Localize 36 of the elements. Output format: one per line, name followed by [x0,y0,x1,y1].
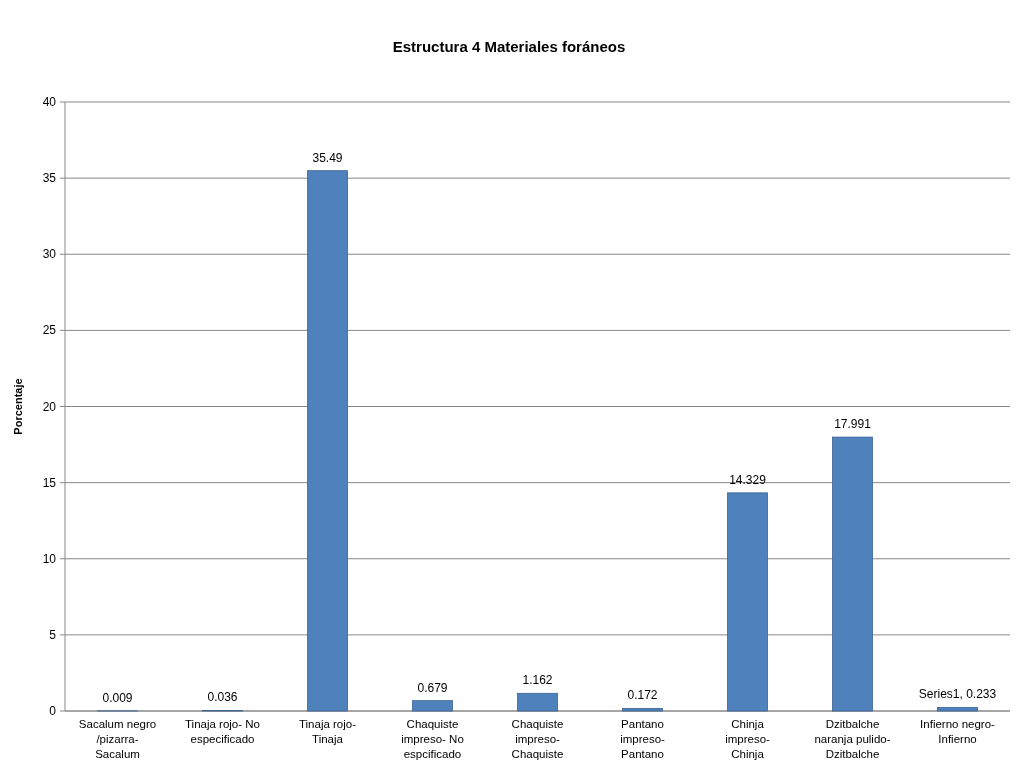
x-tick-label: Chinja impreso- Chinja [725,718,771,760]
y-tick-label: 5 [49,627,57,642]
chart-title: Estructura 4 Materiales foráneos [392,38,626,55]
x-tick-label: Tinaja rojo- Tinaja [298,718,357,745]
bar [517,692,558,712]
data-label: 14.329 [729,472,767,487]
x-tick-label: Chaquiste impreso- No espcificado [401,718,464,760]
data-label: 1.162 [522,673,553,688]
y-axis-title: Porcentaje [12,378,24,435]
x-tick-label: Tinaja rojo- No especificado [185,718,260,745]
bar [937,707,978,712]
x-tick-label: Chaquiste impreso- Chaquiste [511,718,564,760]
y-tick-label: 25 [42,323,57,338]
data-label: 17.991 [834,417,872,432]
y-tick-label: 40 [42,95,57,109]
y-tick-label: 0 [49,704,57,718]
y-tick-label: 10 [42,551,57,566]
y-tick-label: 20 [42,399,57,414]
y-tick-label: 30 [42,247,57,262]
data-label: Series1, 0.233 [918,687,997,702]
bar [412,700,453,712]
data-label: 35.49 [312,150,343,165]
bar [307,170,348,712]
bar [832,436,873,712]
x-tick-label: Dzitbalche naranja pulido- Dzitbalche [814,718,891,760]
bar [727,492,768,712]
data-label: 0.036 [207,690,238,705]
x-tick-label: Sacalum negro /pizarra- Sacalum [78,718,157,760]
y-tick-label: 35 [42,171,57,186]
data-label: 0.679 [417,680,448,695]
bar [622,707,663,712]
x-tick-label: Pantano impreso- Pantano [620,718,666,760]
data-label: 0.009 [102,690,133,705]
x-tick-label: Infierno negro- Infierno [920,718,996,745]
data-label: 0.172 [627,688,658,703]
y-tick-label: 15 [42,475,57,490]
